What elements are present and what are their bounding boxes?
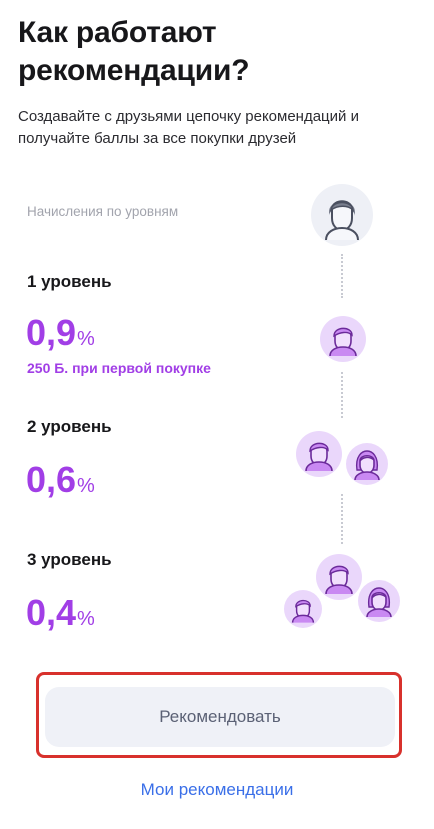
- level-1-title: 1 уровень: [27, 272, 112, 291]
- level-2-percent: 0,6%: [26, 460, 95, 500]
- recommend-button[interactable]: Рекомендовать: [45, 687, 395, 747]
- levels-caption: Начисления по уровням: [27, 204, 179, 219]
- male-friend-icon: [296, 431, 342, 477]
- level-3-title: 3 уровень: [27, 550, 112, 569]
- level-1-percent-value: 0,9: [26, 312, 77, 353]
- chain-connector: [341, 494, 343, 544]
- male-friend-icon: [284, 590, 322, 628]
- male-friend-icon: [316, 554, 362, 600]
- level-1-percent-sign: %: [77, 328, 95, 350]
- user-avatar-icon: [311, 184, 373, 246]
- chain-connector: [341, 254, 343, 298]
- my-recommendations-link[interactable]: Мои рекомендации: [140, 780, 294, 799]
- level-2-percent-value: 0,6: [26, 459, 77, 500]
- female-friend-icon: [346, 443, 388, 485]
- recommend-button-highlight: [36, 672, 402, 758]
- level-1-percent: 0,9%: [26, 313, 95, 353]
- level-3-percent-sign: %: [77, 608, 95, 630]
- level-2-percent-sign: %: [77, 475, 95, 497]
- female-friend-icon: [358, 580, 400, 622]
- level-1-bonus: 250 Б. при первой покупке: [27, 360, 211, 376]
- page-subtitle: Создавайте с друзьями цепочку рекомендац…: [18, 108, 359, 147]
- page-title: Как работают рекомендации?: [18, 16, 250, 87]
- level-3-percent-value: 0,4: [26, 592, 77, 633]
- level-3-percent: 0,4%: [26, 593, 95, 633]
- male-friend-icon: [320, 316, 366, 362]
- level-2-title: 2 уровень: [27, 417, 112, 436]
- chain-connector: [341, 372, 343, 418]
